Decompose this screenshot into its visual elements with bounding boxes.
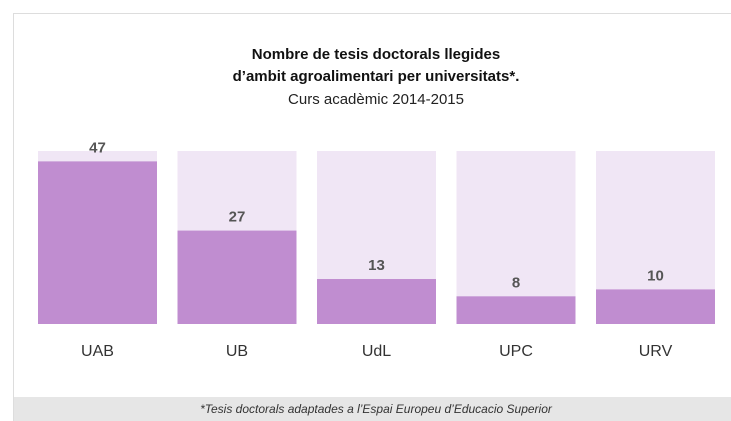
value-label: 13 [368, 257, 385, 274]
bar [317, 279, 436, 324]
value-label: 27 [229, 209, 246, 226]
bar [456, 296, 576, 324]
footer-band [14, 397, 731, 421]
x-tick-label: UAB [81, 343, 114, 360]
chart-title: d’ambit agroalimentari per universitats*… [233, 68, 520, 85]
bar-background [456, 151, 576, 324]
bar [38, 161, 157, 324]
value-label: 47 [89, 139, 106, 156]
x-tick-label: UPC [499, 343, 533, 360]
chart-title: Nombre de tesis doctorals llegides [252, 46, 500, 63]
x-tick-label: URV [639, 343, 673, 360]
value-label: 10 [647, 267, 664, 284]
value-label: 8 [512, 274, 520, 291]
x-tick-label: UdL [362, 343, 391, 360]
bar [596, 289, 715, 324]
chart-subtitle: Curs acadèmic 2014-2015 [288, 91, 464, 108]
footnote: *Tesis doctorals adaptades a l’Espai Eur… [200, 402, 553, 416]
x-tick-label: UB [226, 343, 248, 360]
bar [177, 230, 297, 324]
